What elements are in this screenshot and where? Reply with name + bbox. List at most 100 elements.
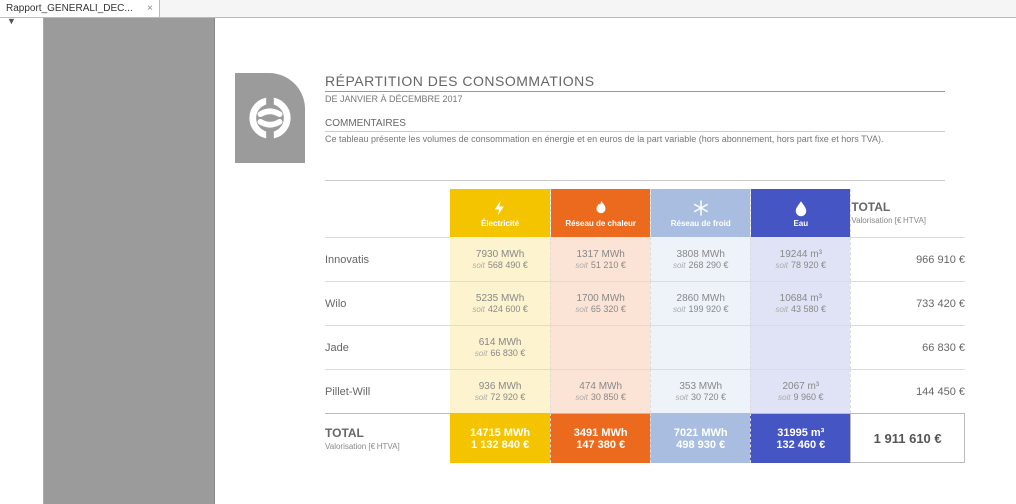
qty: 14715 MWh [450, 427, 550, 439]
qty: 19244 m³ [751, 249, 850, 260]
total-heat: 3491 MWh 147 380 € [550, 413, 650, 463]
qty: 1700 MWh [551, 293, 650, 304]
val-amount: 199 920 € [688, 304, 728, 314]
val-amount: 65 320 € [591, 304, 626, 314]
flame-icon [592, 199, 610, 217]
val: soit199 920 € [651, 304, 750, 314]
qty: 614 MWh [450, 337, 550, 348]
val-amount: 51 210 € [591, 260, 626, 270]
soit-label: soit [472, 261, 484, 270]
col-label: Réseau de froid [671, 219, 731, 228]
section-heading: COMMENTAIRES [325, 118, 1016, 129]
consumption-table: Électricité Réseau de chaleur Réseau de … [325, 189, 965, 463]
cell-elec: 5235 MWhsoit 424 600 € [450, 281, 550, 325]
divider [325, 180, 945, 181]
val: soit72 920 € [450, 392, 550, 402]
qty: 3491 MWh [551, 427, 650, 439]
soit-label: soit [673, 261, 685, 270]
val: soit78 920 € [751, 260, 850, 270]
qty: 7021 MWh [651, 427, 750, 439]
cell-heat: 1700 MWhsoit 65 320 € [550, 281, 650, 325]
val: soit66 830 € [450, 348, 550, 358]
row-label: Innovatis [325, 237, 450, 281]
cell-heat: 1317 MWhsoit 51 210 € [550, 237, 650, 281]
soit-label: soit [472, 305, 484, 314]
document-tab[interactable]: Rapport_GENERALI_DEC... × [0, 0, 160, 17]
col-header-heat: Réseau de chaleur [551, 189, 650, 237]
val: soit268 290 € [651, 260, 750, 270]
col-label: Eau [793, 219, 808, 228]
val: soit 9 960 € [751, 392, 850, 402]
row-label: Pillet-Will [325, 369, 450, 413]
soit-label: soit [778, 393, 790, 402]
soit-label: soit [575, 305, 587, 314]
val: soit 424 600 € [450, 304, 550, 314]
total-label: TOTAL [325, 426, 450, 440]
qty: 1317 MWh [551, 249, 650, 260]
soit-label: soit [776, 261, 788, 270]
total-water: 31995 m³ 132 460 € [750, 413, 850, 463]
val-amount: 72 920 € [490, 392, 525, 402]
soit-label: soit [776, 305, 788, 314]
row-label: Jade [325, 325, 450, 369]
qty: 31995 m³ [751, 427, 850, 439]
soit-label: soit [475, 349, 487, 358]
bolt-icon [491, 199, 509, 217]
total-sublabel: Valorisation [€ HTVA] [325, 442, 400, 451]
val-amount: 9 960 € [794, 392, 824, 402]
val: soit 30 720 € [651, 392, 750, 402]
cell-cold: 3808 MWhsoit268 290 € [650, 237, 750, 281]
col-label: Électricité [481, 219, 519, 228]
soit-label: soit [675, 393, 687, 402]
val: 498 930 € [651, 439, 750, 451]
val-amount: 424 600 € [488, 304, 528, 314]
col-label: Réseau de chaleur [565, 219, 636, 228]
drop-icon [792, 199, 810, 217]
row-total: 733 420 € [850, 281, 965, 325]
val: soit30 850 € [551, 392, 650, 402]
grand-total: 1 911 610 € [850, 413, 965, 463]
logo-icon [247, 95, 293, 141]
cell-heat [550, 325, 650, 369]
total-elec: 14715 MWh 1 132 840 € [450, 413, 550, 463]
page-margin [1011, 18, 1016, 504]
col-header-total: TOTAL Valorisation [€ HTVA] [850, 189, 965, 237]
row-total: 66 830 € [850, 325, 965, 369]
cell-cold: 2860 MWhsoit199 920 € [650, 281, 750, 325]
logo [235, 73, 305, 163]
val-amount: 66 830 € [490, 348, 525, 358]
soit-label: soit [575, 393, 587, 402]
close-icon[interactable]: × [147, 3, 153, 14]
snowflake-icon [692, 199, 710, 217]
qty: 353 MWh [651, 381, 750, 392]
page-sidebar [215, 18, 325, 504]
ruler-caret-icon: ◄ [6, 17, 16, 26]
total-subtitle: Valorisation [€ HTVA] [851, 216, 926, 225]
soit-label: soit [673, 305, 685, 314]
total-cold: 7021 MWh 498 930 € [650, 413, 750, 463]
qty: 936 MWh [450, 381, 550, 392]
cell-water: 19244 m³soit78 920 € [750, 237, 850, 281]
val-amount: 30 720 € [691, 392, 726, 402]
section-note: Ce tableau présente les volumes de conso… [325, 134, 1016, 144]
cell-heat: 474 MWhsoit30 850 € [550, 369, 650, 413]
val: soit568 490 € [450, 260, 550, 270]
soit-label: soit [575, 261, 587, 270]
val-amount: 268 290 € [688, 260, 728, 270]
page-content: RÉPARTITION DES CONSOMMATIONS DE JANVIER… [325, 18, 1016, 504]
val: soit43 580 € [751, 304, 850, 314]
tab-bar: Rapport_GENERALI_DEC... × [0, 0, 1016, 18]
cell-water [750, 325, 850, 369]
cell-elec: 614 MWhsoit66 830 € [450, 325, 550, 369]
total-row-label: TOTAL Valorisation [€ HTVA] [325, 413, 450, 463]
qty: 2067 m³ [751, 381, 850, 392]
cell-cold [650, 325, 750, 369]
col-header-elec: Électricité [450, 189, 550, 237]
qty: 5235 MWh [450, 293, 550, 304]
val: soit 51 210 € [551, 260, 650, 270]
cell-elec: 936 MWhsoit72 920 € [450, 369, 550, 413]
divider [325, 131, 945, 132]
tab-title: Rapport_GENERALI_DEC... [6, 3, 133, 14]
cell-elec: 7930 MWhsoit568 490 € [450, 237, 550, 281]
total-title: TOTAL [851, 200, 965, 214]
